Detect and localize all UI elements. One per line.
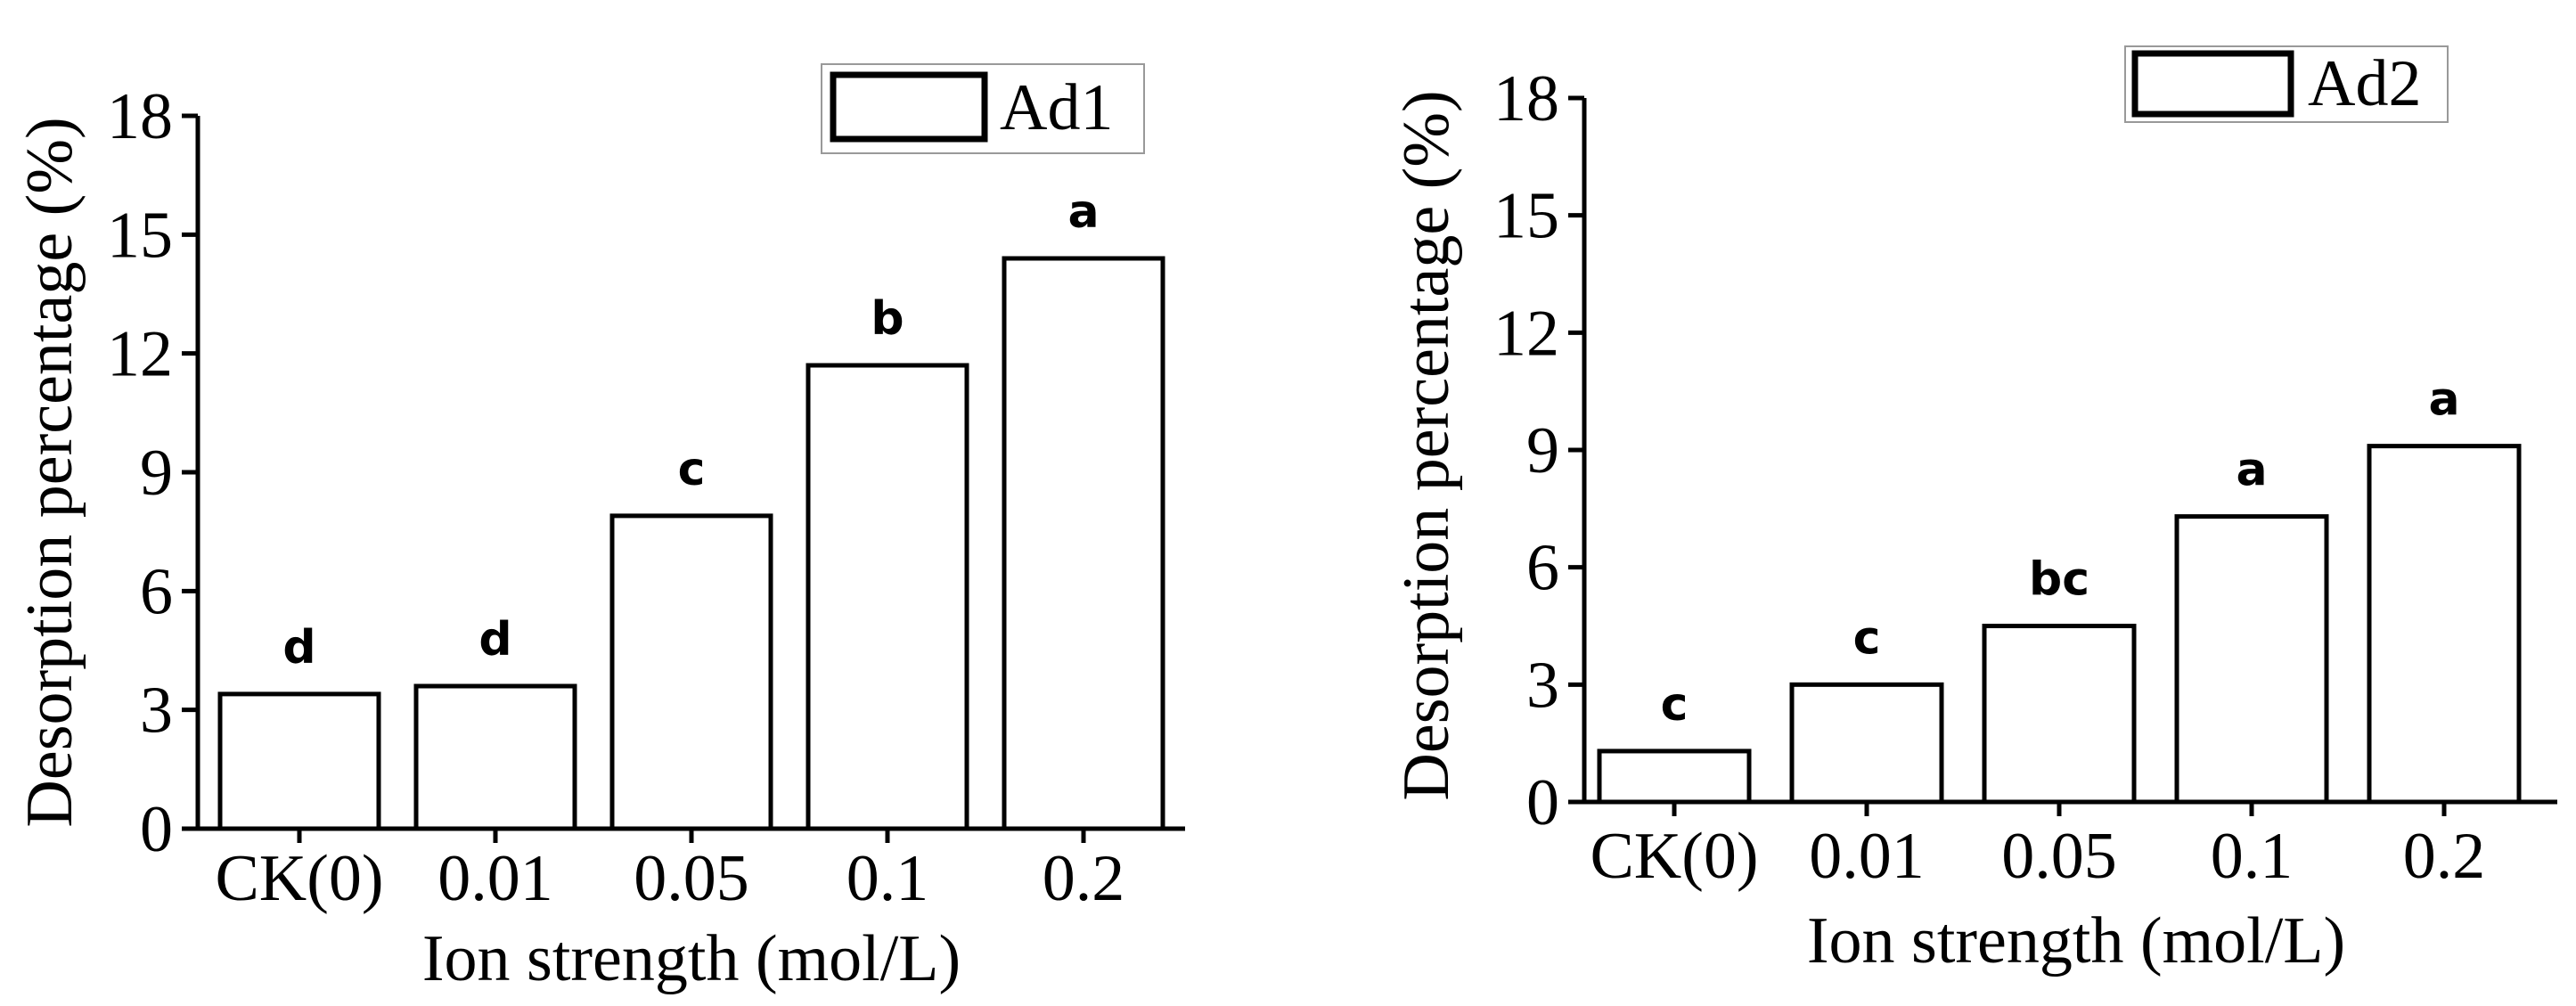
bar-0.01 <box>1792 684 1942 802</box>
chart-panel-ad2: 0 3 6 9 12 15 18 c c bc a a CK(0) 0.01 0.05 0.1 0.2 Io… <box>1390 46 2557 977</box>
legend-swatch <box>833 75 985 139</box>
x-tick-label: 0.1 <box>2211 820 2294 893</box>
legend: Ad2 <box>2125 46 2448 122</box>
bar-CK(0) <box>220 694 379 829</box>
y-tick-group: 0 3 6 9 12 15 18 <box>1493 62 1584 839</box>
y-tick-label: 12 <box>107 318 173 391</box>
y-tick-label: 9 <box>140 437 173 510</box>
significance-letter: c <box>1853 611 1881 665</box>
significance-letter: d <box>478 613 511 667</box>
y-tick-label: 18 <box>107 80 173 153</box>
y-axis-title: Desorption percentage (%) <box>13 117 86 827</box>
bar-0.05 <box>1984 626 2134 803</box>
bar-0.2 <box>2369 446 2519 802</box>
y-tick-label: 9 <box>1526 414 1559 487</box>
x-tick-group: CK(0) 0.01 0.05 0.1 0.2 <box>1590 802 2485 893</box>
y-axis-title: Desorption percentage (%) <box>1390 90 1463 800</box>
x-axis-title: Ion strength (mol/L) <box>422 922 961 995</box>
x-tick-label: 0.1 <box>846 842 929 915</box>
y-tick-label: 0 <box>140 793 173 866</box>
x-tick-group: CK(0) 0.01 0.05 0.1 0.2 <box>215 829 1124 915</box>
bar-0.1 <box>808 365 967 829</box>
y-tick-label: 3 <box>140 675 173 748</box>
bar-0.2 <box>1004 258 1163 829</box>
x-tick-label: 0.01 <box>1809 820 1925 893</box>
significance-letter: b <box>871 292 904 346</box>
bar-0.01 <box>416 686 575 829</box>
significance-letter: a <box>2428 373 2459 427</box>
bar-0.05 <box>612 516 771 829</box>
y-tick-label: 15 <box>1493 180 1559 253</box>
y-tick-label: 3 <box>1526 649 1559 722</box>
legend-label: Ad1 <box>1000 71 1113 144</box>
y-tick-label: 6 <box>1526 532 1559 605</box>
x-tick-label: 0.05 <box>2001 820 2117 893</box>
y-tick-label: 0 <box>1526 766 1559 839</box>
y-tick-label: 12 <box>1493 297 1559 370</box>
significance-letter: c <box>1661 678 1689 732</box>
bar-0.1 <box>2177 517 2327 802</box>
y-tick-label: 6 <box>140 555 173 628</box>
legend-label: Ad2 <box>2308 47 2421 120</box>
y-tick-group: 0 3 6 9 12 15 18 <box>107 80 198 866</box>
x-tick-label: 0.2 <box>1043 842 1125 915</box>
significance-letter: a <box>1067 185 1099 239</box>
x-tick-label: 0.05 <box>634 842 749 915</box>
significance-letter: d <box>282 621 315 675</box>
significance-letter: c <box>678 443 706 496</box>
x-tick-label: 0.2 <box>2403 820 2486 893</box>
significance-letter: a <box>2236 444 2267 497</box>
x-tick-label: CK(0) <box>215 842 383 915</box>
y-tick-label: 15 <box>107 199 173 272</box>
legend-swatch <box>2135 53 2291 114</box>
bar-group <box>220 258 1163 829</box>
x-tick-label: 0.01 <box>438 842 553 915</box>
legend: Ad1 <box>822 64 1144 153</box>
bar-CK(0) <box>1599 751 1749 802</box>
significance-letter: bc <box>2029 553 2089 607</box>
bar-group <box>1599 446 2519 802</box>
y-tick-label: 18 <box>1493 62 1559 135</box>
x-axis-title: Ion strength (mol/L) <box>1807 904 2345 977</box>
x-tick-label: CK(0) <box>1590 820 1758 893</box>
chart-panel-ad1: 0 3 6 9 12 15 18 d d c b a CK(0) 0.01 0.05 0.1 0.2 Ion… <box>13 64 1185 995</box>
